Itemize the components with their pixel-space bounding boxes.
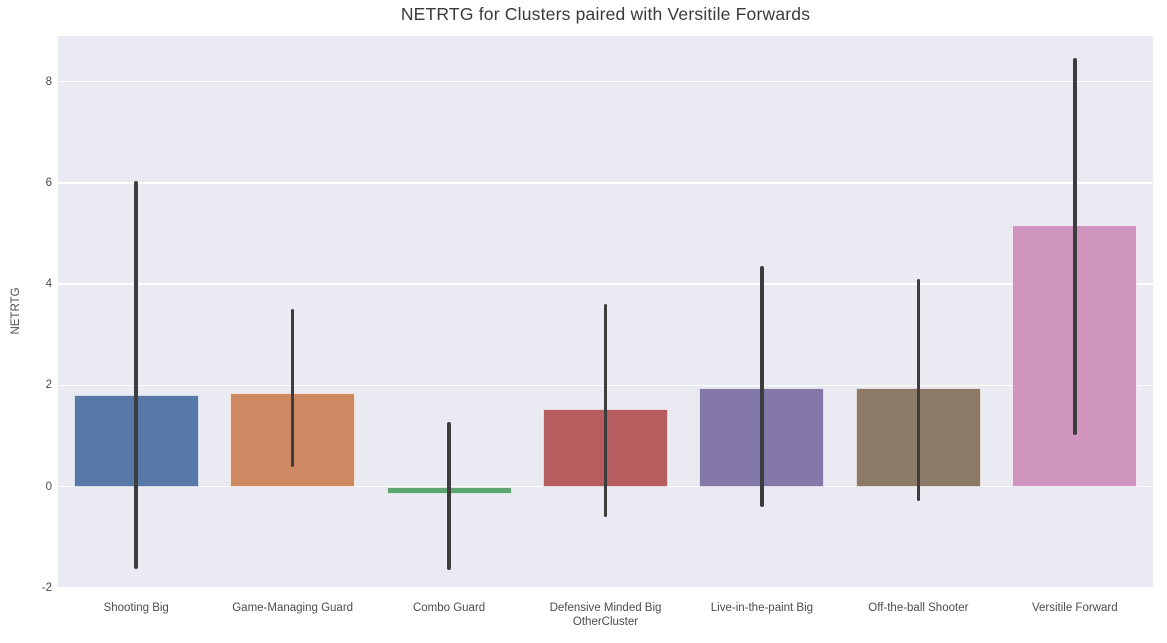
chart-title: NETRTG for Clusters paired with Versitil… (400, 4, 811, 24)
gridline (58, 182, 1153, 184)
error-bar (1073, 57, 1077, 436)
y-tick-label: 8 (45, 75, 52, 88)
error-bar (916, 279, 921, 501)
gridline (58, 80, 1153, 83)
y-tick-label: -2 (41, 582, 52, 594)
y-tick-label: 2 (45, 379, 52, 392)
y-tick-label: 4 (45, 278, 52, 291)
x-tick-label: Game-Managing Guard (232, 602, 354, 614)
plot-area (58, 36, 1153, 589)
gridline (58, 587, 1153, 589)
error-bar (290, 309, 295, 468)
x-axis-title: OtherCluster (572, 616, 639, 628)
x-tick-label: Defensive Minded Big (549, 602, 662, 614)
error-bar (760, 265, 764, 507)
x-tick-label: Versitile Forward (1031, 602, 1118, 614)
x-tick-label: Live-in-the-paint Big (710, 602, 814, 614)
y-tick-label: 0 (45, 480, 52, 493)
error-bar (134, 181, 138, 569)
x-tick-label: Off-the-ball Shooter (868, 602, 969, 614)
y-tick-label: 6 (45, 176, 52, 189)
error-bar (447, 422, 451, 571)
x-tick-label: Shooting Big (103, 602, 169, 614)
gridline (58, 283, 1153, 285)
error-bar (603, 304, 608, 518)
x-tick-label: Combo Guard (412, 602, 486, 614)
